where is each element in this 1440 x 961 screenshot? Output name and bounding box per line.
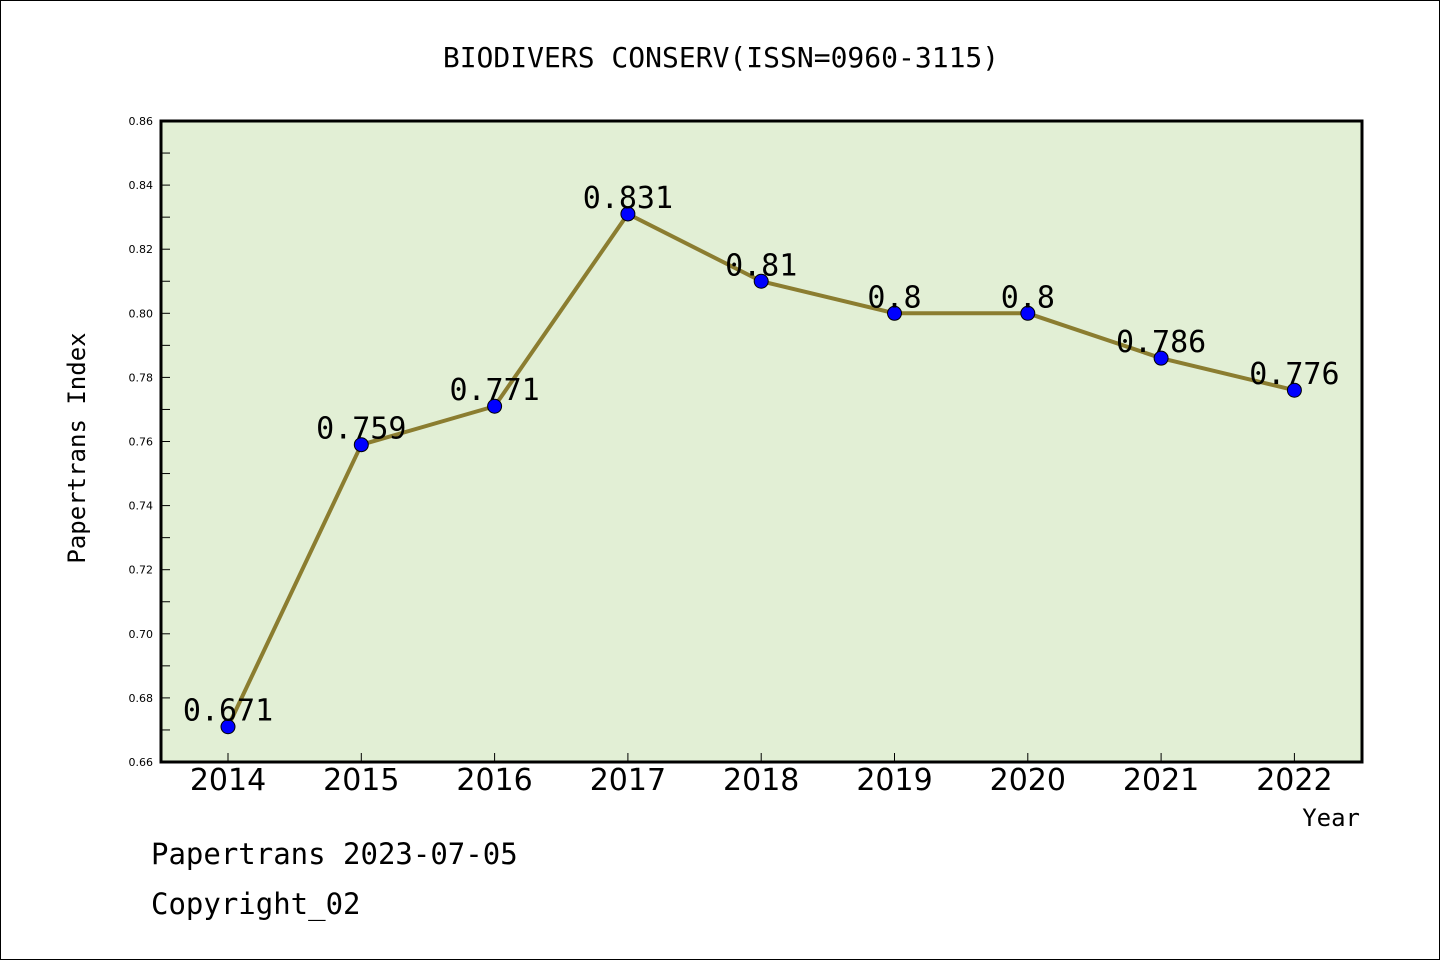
data-label-2019: 0.8	[867, 280, 921, 315]
y-tick-label: 0.78	[129, 371, 154, 384]
y-tick-label: 0.66	[129, 756, 154, 769]
x-tick-label: 2016	[456, 763, 532, 798]
data-point-2016	[487, 398, 503, 414]
y-tick-label: 0.68	[129, 692, 154, 705]
data-label-2016: 0.771	[449, 373, 539, 408]
x-axis: 2014 2015 2016 2017 2018 2019 2020 2021 2022	[190, 753, 1333, 798]
y-tick-label: 0.76	[129, 436, 154, 449]
y-tick-label: 0.70	[129, 628, 154, 641]
x-tick-label: 2020	[990, 763, 1066, 798]
data-point-2017	[620, 206, 636, 222]
data-point-2021	[1153, 350, 1169, 366]
y-tick-label: 0.82	[129, 243, 154, 256]
x-tick-label: 2021	[1123, 763, 1199, 798]
y-tick-label: 0.86	[129, 115, 154, 128]
x-tick-label: 2019	[856, 763, 932, 798]
data-point-2020	[1020, 305, 1036, 321]
series-line-group	[220, 206, 1302, 735]
y-tick-label: 0.72	[129, 564, 154, 577]
x-tick-label: 2018	[723, 763, 799, 798]
data-label-group: 0.671 0.759 0.771 0.831 0.81 0.8 0.8 0.786 0.776	[183, 181, 1340, 729]
data-label-2018: 0.81	[725, 248, 797, 283]
data-point-2015	[353, 437, 369, 453]
data-point-2018	[753, 273, 769, 289]
y-axis: 0.66 0.68 0.70 0.72 0.74 0.76 0.78 0.80 0.82 0.84…	[129, 115, 170, 769]
y-tick-label: 0.80	[129, 307, 154, 320]
data-label-2021: 0.786	[1116, 325, 1206, 360]
footer-date: Papertrans 2023-07-05	[151, 837, 518, 871]
x-axis-label: Year	[1302, 804, 1360, 832]
data-label-2020: 0.8	[1001, 280, 1055, 315]
x-tick-label: 2014	[190, 763, 266, 798]
y-tick-label: 0.74	[129, 500, 154, 513]
data-point-2019	[887, 305, 902, 321]
data-label-2022: 0.776	[1249, 357, 1339, 392]
chart-title: BIODIVERS CONSERV(ISSN=0960-3115)	[443, 41, 999, 74]
y-tick-label: 0.84	[129, 179, 154, 192]
data-label-2017: 0.831	[583, 181, 673, 216]
data-label-2015: 0.759	[316, 412, 406, 447]
x-tick-label: 2015	[323, 763, 399, 798]
y-axis-label: Papertrans Index	[63, 332, 91, 563]
footer-copyright: Copyright_02	[151, 887, 361, 921]
x-tick-label: 2022	[1256, 763, 1332, 798]
data-point-2014	[220, 719, 236, 735]
data-label-2014: 0.671	[183, 694, 273, 729]
x-tick-label: 2017	[590, 763, 666, 798]
data-point-2022	[1286, 382, 1302, 398]
